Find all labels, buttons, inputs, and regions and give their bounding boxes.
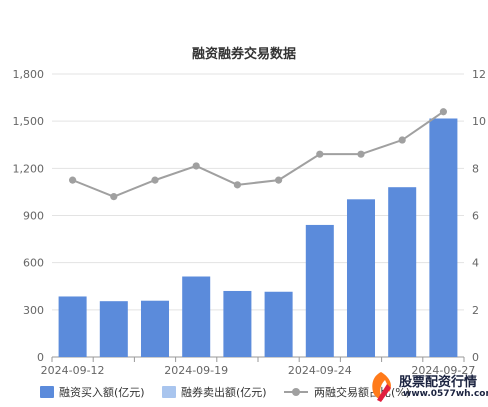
line-point	[69, 176, 77, 184]
y-left-tick-label: 1,800	[13, 68, 45, 81]
y-left-tick-label: 300	[23, 304, 44, 317]
bar	[346, 199, 376, 357]
y-right-tick-label: 0	[472, 351, 479, 364]
watermark: 股票配资行情 www.0577wh.com	[363, 366, 488, 407]
bar	[58, 296, 87, 357]
bar	[99, 301, 128, 357]
y-right-tick-label: 10	[472, 115, 486, 128]
legend-swatch	[40, 386, 54, 398]
bar	[305, 224, 334, 357]
bar	[223, 290, 252, 357]
x-tick-label: 2024-09-27	[411, 364, 475, 377]
y-left-tick-label: 1,200	[13, 162, 45, 175]
bar-series	[58, 118, 458, 357]
line-point	[275, 176, 283, 184]
y-right-tick-label: 6	[472, 210, 479, 223]
bar	[388, 187, 417, 357]
y-right-tick-label: 4	[472, 257, 479, 270]
line-point	[398, 136, 406, 144]
y-left-tick-label: 1,500	[13, 115, 45, 128]
y-left-tick-label: 900	[23, 210, 44, 223]
y-right-tick-label: 12	[472, 68, 486, 81]
axes: 0 300 600 900 1,200 1,500 1,800 0 2 4 6 8 10 12 2024-0…	[13, 68, 487, 377]
legend-label: 融资买入额(亿元)	[59, 386, 145, 399]
line-point	[110, 193, 118, 201]
legend-marker	[292, 388, 300, 396]
watermark-logo-icon	[372, 372, 391, 402]
line-point	[316, 150, 324, 158]
chart-title: 融资融券交易数据	[192, 46, 296, 62]
watermark-url: www.0577wh.com	[403, 389, 488, 399]
y-right-tick-label: 8	[472, 162, 479, 175]
line-point	[439, 108, 447, 116]
y-right-tick-label: 2	[472, 304, 479, 317]
x-tick-label: 2024-09-24	[288, 364, 352, 377]
line-point	[151, 176, 159, 184]
legend-swatch	[162, 386, 176, 398]
x-tick-label: 2024-09-19	[164, 364, 228, 377]
legend-label: 融券卖出额(亿元)	[181, 385, 267, 399]
bar	[264, 291, 293, 357]
x-tick-label: 2024-09-12	[41, 364, 105, 377]
legend: 融资买入额(亿元) 融券卖出额(亿元) 两融交易额占比(%)	[40, 385, 410, 399]
y-left-tick-label: 0	[37, 351, 44, 364]
line-point	[357, 150, 365, 158]
y-left-tick-label: 600	[23, 257, 44, 270]
line-path	[72, 110, 444, 198]
bar	[182, 276, 211, 357]
line-point	[192, 162, 200, 170]
line-point	[233, 181, 241, 189]
bar	[140, 300, 170, 357]
line-series	[69, 108, 447, 201]
bar	[429, 118, 458, 357]
watermark-title: 股票配资行情	[399, 375, 478, 390]
